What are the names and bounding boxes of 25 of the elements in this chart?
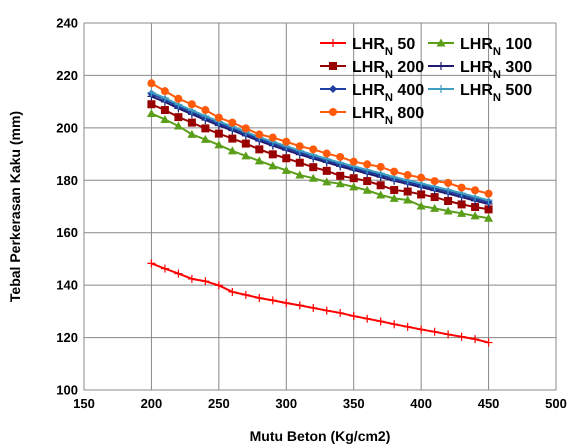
x-tick-label: 400 — [410, 396, 432, 411]
y-axis-title: Tebal Perkerasan Kaku (mm) — [7, 110, 23, 302]
legend-label: LHR$_{N}$ 100 — [460, 36, 532, 58]
y-tick-label: 140 — [56, 278, 78, 293]
x-tick-label: 350 — [342, 396, 365, 411]
legend-label: LHR$_{N}$ 500 — [460, 82, 532, 104]
x-tick-label: 150 — [73, 396, 95, 411]
y-tick-label: 100 — [56, 382, 78, 398]
legend-label: LHR$_{N}$ 400 — [352, 82, 424, 104]
x-tick-label: 200 — [140, 396, 162, 411]
x-tick-label: 300 — [275, 396, 298, 411]
x-tick-label: 250 — [208, 396, 230, 411]
legend-label: LHR$_{N}$ 800 — [352, 105, 424, 127]
legend-label: LHR$_{N}$ 300 — [460, 59, 532, 81]
y-tick-label: 120 — [56, 330, 78, 346]
x-tick-label: 450 — [478, 396, 500, 411]
y-tick-label: 200 — [56, 120, 78, 136]
y-tick-label: 220 — [56, 68, 78, 83]
legend-label: LHR$_{N}$ 50 — [352, 36, 416, 58]
x-axis-title: Mutu Beton (Kg/cm2) — [250, 428, 390, 444]
legend-label: LHR$_{N}$ 200 — [352, 59, 424, 81]
y-tick-label: 180 — [56, 172, 78, 188]
y-tick-label: 240 — [56, 16, 78, 30]
x-tick-label: 500 — [545, 396, 567, 411]
y-tick-label: 160 — [56, 225, 78, 240]
